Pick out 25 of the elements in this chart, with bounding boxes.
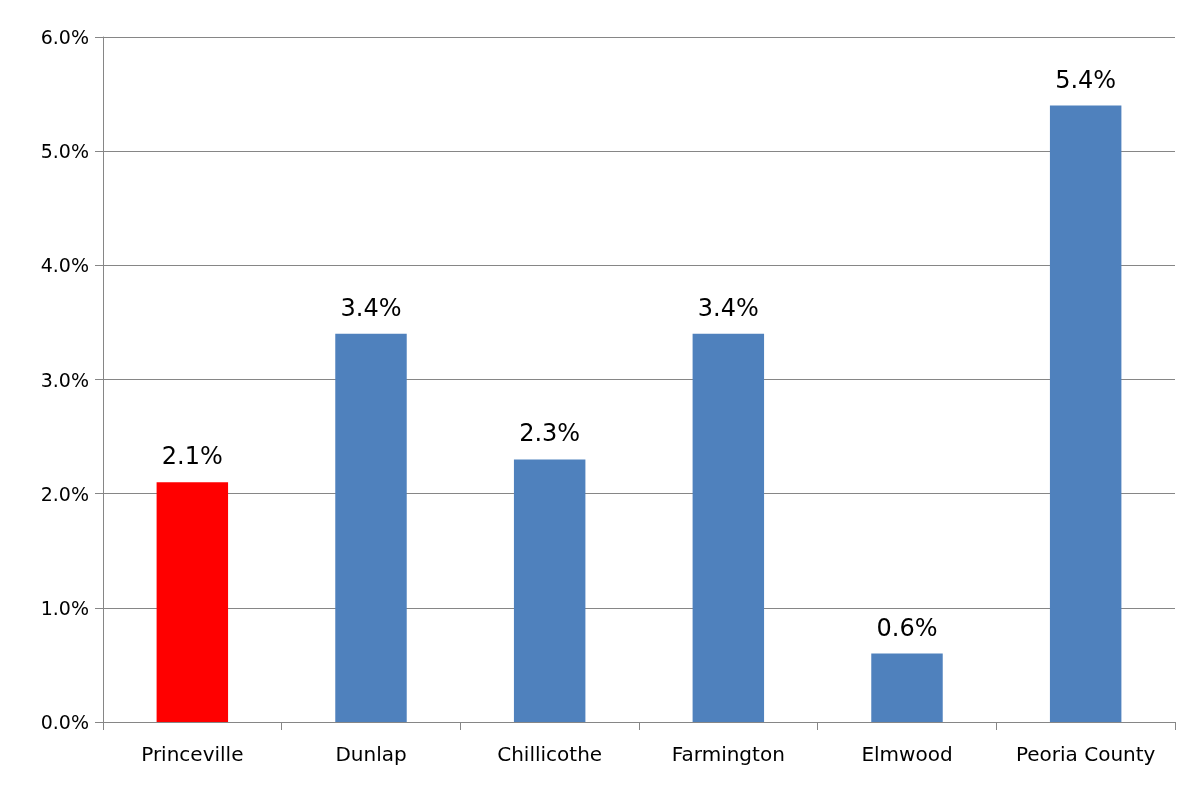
x-tick-label: Farmington bbox=[671, 742, 785, 766]
x-tick-label: Dunlap bbox=[335, 742, 407, 766]
y-tick-label: 0.0% bbox=[40, 711, 89, 733]
data-label: 5.4% bbox=[1055, 65, 1117, 94]
y-tick-label: 4.0% bbox=[40, 254, 89, 277]
bar bbox=[513, 459, 586, 722]
x-tick-label: Chillicothe bbox=[497, 742, 603, 766]
bar bbox=[335, 333, 407, 722]
data-label: 3.4% bbox=[340, 293, 402, 322]
bar bbox=[871, 653, 943, 722]
bar bbox=[1049, 105, 1122, 722]
y-tick-label: 3.0% bbox=[40, 368, 89, 391]
data-label: 2.3% bbox=[519, 419, 581, 448]
y-tick-label: 5.0% bbox=[40, 140, 89, 163]
data-label: 3.4% bbox=[697, 293, 759, 322]
bar bbox=[692, 333, 765, 722]
x-tick-label: Peoria County bbox=[1015, 742, 1156, 766]
x-tick-label: Elmwood bbox=[861, 742, 953, 766]
data-label: 0.6% bbox=[876, 613, 938, 642]
x-tick-label: Princeville bbox=[141, 742, 244, 766]
bar bbox=[156, 482, 229, 722]
data-label: 2.1% bbox=[161, 442, 223, 471]
y-tick-label: 1.0% bbox=[40, 596, 89, 619]
y-tick-label: 2.0% bbox=[40, 482, 89, 505]
y-tick-label: 6.0% bbox=[40, 26, 89, 48]
